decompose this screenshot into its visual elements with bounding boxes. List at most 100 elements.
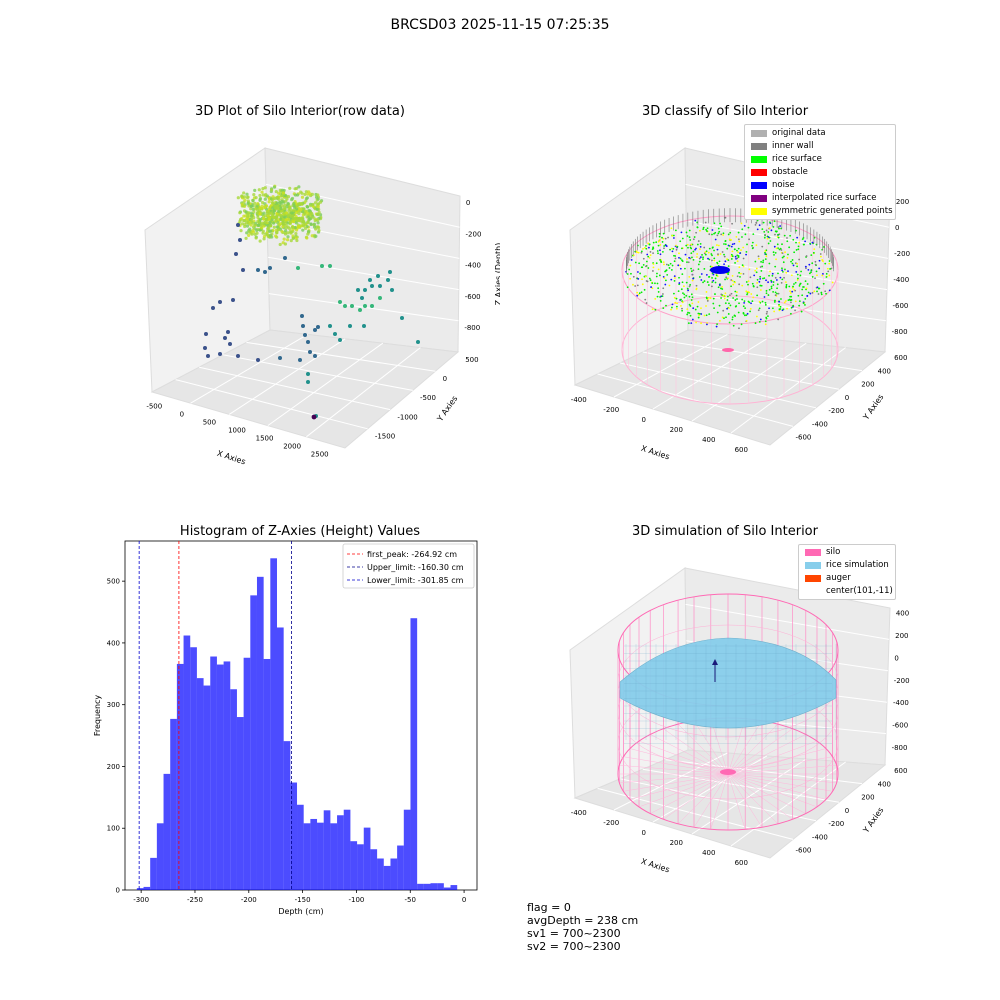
cls-y-tick-label: 0 [845,394,849,402]
raw-point [306,220,310,224]
cls-point [735,235,738,238]
raw-point [246,199,250,203]
raw-point [282,237,286,241]
cls-point [716,248,719,251]
cls-point [670,269,673,271]
cls-point [802,286,804,288]
cls-point [764,258,767,260]
cls-point [710,253,713,255]
cls-point [734,262,736,264]
cls-point [647,255,650,258]
cls-point [742,311,745,314]
cls-point [828,274,831,277]
cls-point [812,251,815,254]
cls-point [764,250,767,252]
cls-point [688,256,691,259]
cls-point [675,305,678,308]
cls-point [746,312,749,315]
cls-point [828,289,831,292]
sim-x-tick-label: 200 [670,839,683,847]
cls-point [798,300,801,303]
raw-point [293,206,297,210]
cls-point [774,230,777,233]
cls-point [828,260,831,262]
cls-point [728,302,730,305]
cls-point [705,228,707,231]
cls-point [742,273,745,275]
cls-point [826,267,829,270]
cls-point [690,299,693,301]
cls-point [818,259,821,262]
raw-point [316,205,320,209]
cls-point [821,259,824,261]
cls-point [698,314,700,317]
cls-point [758,280,761,283]
cls-point [781,267,783,270]
figure-suptitle: BRCSD03 2025-11-15 07:25:35 [390,17,610,33]
x-tick-label: -250 [187,896,203,904]
cls-point [714,238,717,241]
raw-z-tick-label: -600 [465,293,481,301]
sim-silo-wire [623,756,729,775]
raw-point [268,233,273,237]
cls-point [767,281,769,284]
raw-x-tick-label: 0 [180,410,184,418]
cls-point [785,271,788,274]
raw-point [245,231,249,235]
raw-point [265,211,269,216]
cls-point [722,234,724,236]
raw-point [284,228,288,233]
cls-point [745,281,748,283]
raw-point [236,196,240,200]
cls-point [829,268,831,270]
cls-point [687,261,690,264]
cls-point [762,221,765,224]
cls-point [682,285,685,288]
cls-point [670,278,673,281]
sim-z-tick-label: 0 [894,654,898,662]
y-tick-label: 200 [107,763,120,771]
cls-point [715,325,718,328]
raw-point [358,308,362,312]
cls-point [760,260,763,263]
cls-point [673,237,675,239]
cls-point [754,223,757,226]
cls-point [643,246,646,249]
cls-point [742,257,745,260]
cls-point [768,307,770,310]
raw-point [316,325,320,329]
cls-point [655,262,658,265]
cls-point [706,297,708,300]
cls-point [822,272,824,275]
raw-point [245,195,250,200]
cls-point [793,288,796,291]
raw-point [269,229,273,233]
cls-point [685,281,688,284]
sim-y-tick-label: -400 [812,833,828,841]
raw-point [253,201,257,205]
cls-point [698,257,701,260]
raw-point [259,224,263,228]
cls-point [681,273,684,276]
cls-point [756,228,759,231]
sim-x-tick-label: 600 [735,859,748,867]
histogram-legend-label: Lower_limit: -301.85 cm [367,576,464,585]
cls-point [755,267,758,270]
cls-point [774,299,776,302]
cls-point [657,240,660,243]
cls-point [697,301,700,303]
cls-point [728,307,730,310]
y-tick-label: 300 [107,701,120,709]
cls-point [703,280,706,282]
raw-point [283,242,288,246]
raw-point [274,234,278,238]
cls-point [788,246,791,249]
cls-point [637,251,640,254]
cls-point [790,306,793,309]
raw-x-tick-label: 2500 [311,450,329,458]
cls-point [763,236,766,239]
cls-point [804,297,807,300]
cls-point [731,318,734,321]
avg-depth-text: avgDepth = 238 cm [527,914,639,927]
cls-point [652,252,654,255]
